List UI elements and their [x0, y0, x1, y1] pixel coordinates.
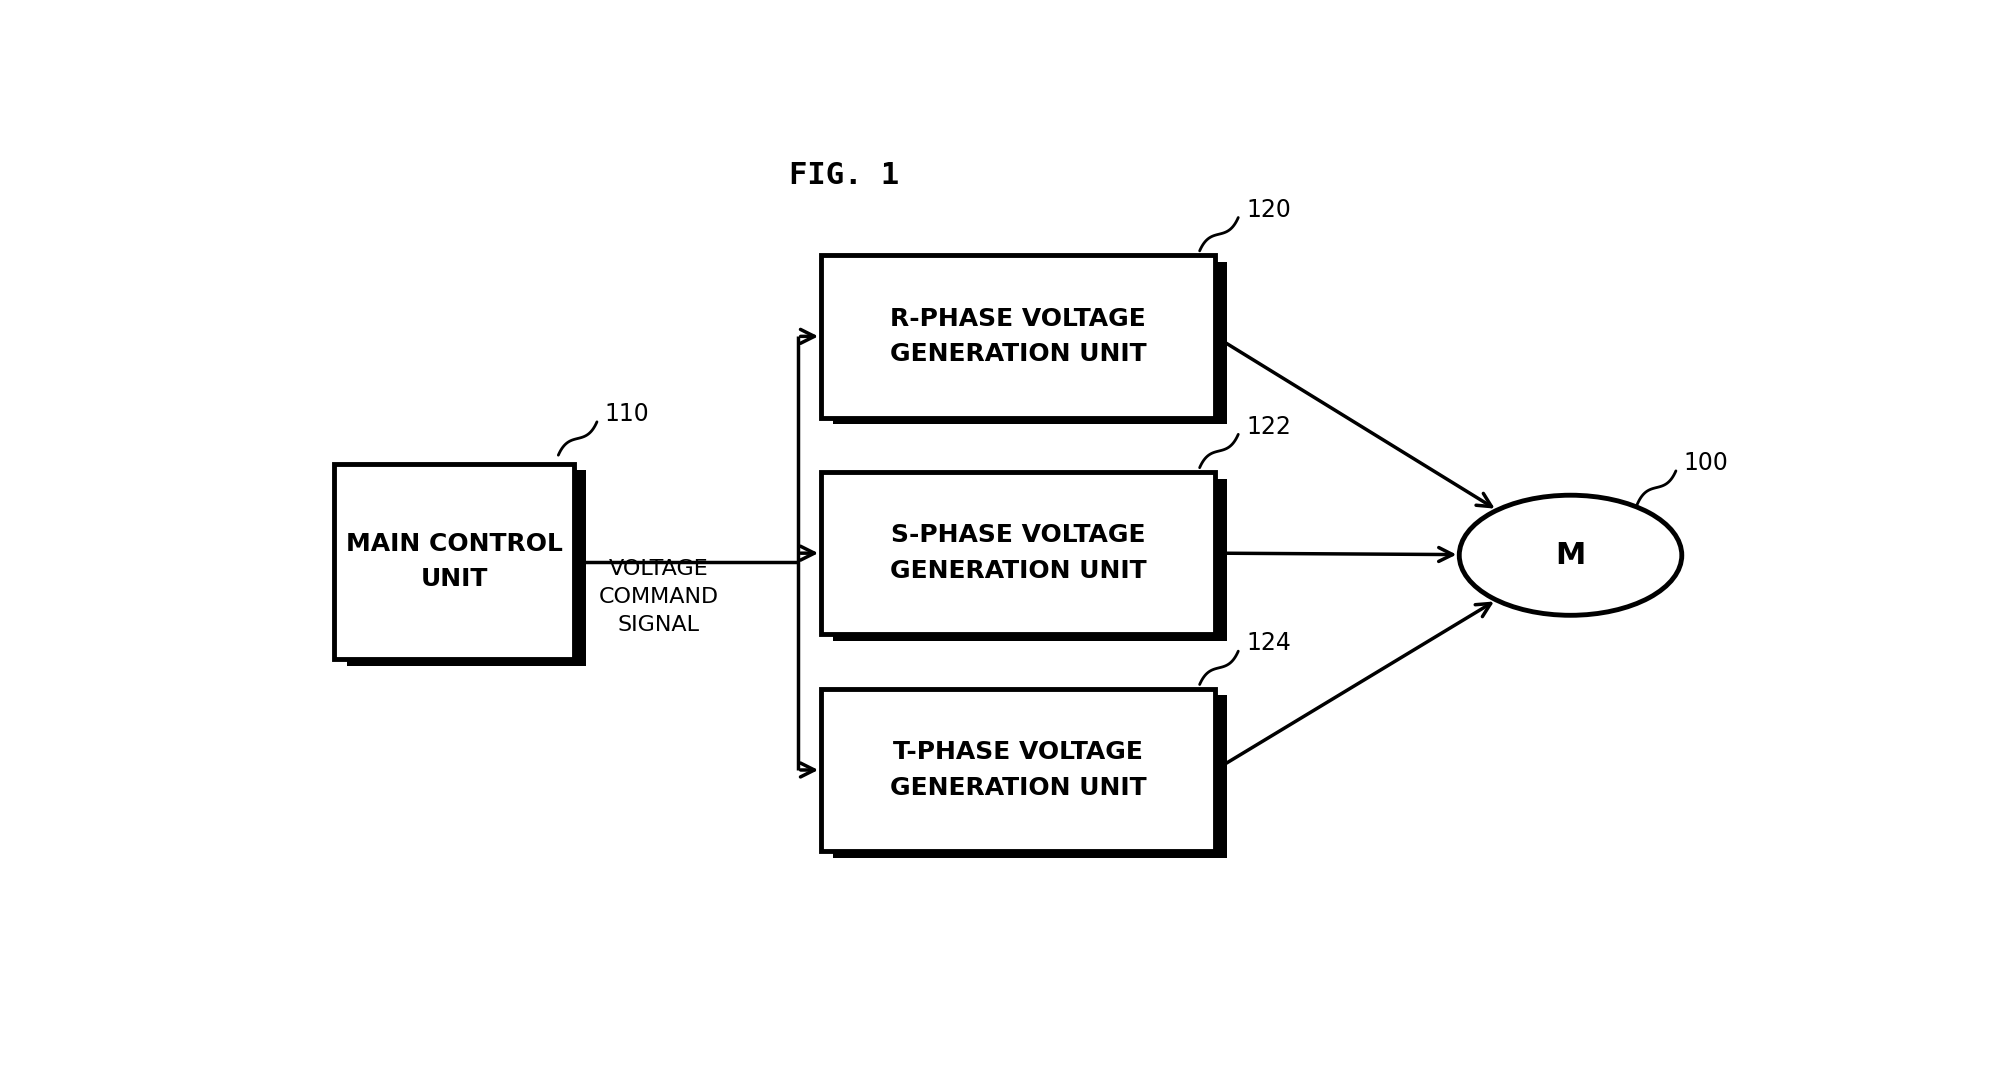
Text: 122: 122 [1246, 415, 1290, 439]
Bar [822, 689, 1214, 851]
Bar [347, 470, 586, 666]
Bar [833, 695, 1228, 858]
Bar [335, 464, 574, 660]
Bar [833, 479, 1228, 641]
Text: 124: 124 [1246, 631, 1290, 655]
Text: T-PHASE VOLTAGE
GENERATION UNIT: T-PHASE VOLTAGE GENERATION UNIT [889, 741, 1147, 799]
Text: M: M [1555, 540, 1585, 570]
Text: 100: 100 [1683, 451, 1729, 475]
Bar [822, 255, 1214, 418]
Text: S-PHASE VOLTAGE
GENERATION UNIT: S-PHASE VOLTAGE GENERATION UNIT [889, 523, 1147, 583]
Text: 110: 110 [604, 402, 650, 426]
Text: R-PHASE VOLTAGE
GENERATION UNIT: R-PHASE VOLTAGE GENERATION UNIT [889, 306, 1147, 366]
Text: VOLTAGE
COMMAND
SIGNAL: VOLTAGE COMMAND SIGNAL [598, 559, 718, 635]
Text: 120: 120 [1246, 198, 1290, 222]
Bar [822, 472, 1214, 635]
Text: MAIN CONTROL
UNIT: MAIN CONTROL UNIT [345, 532, 562, 591]
Text: FIG. 1: FIG. 1 [790, 161, 899, 191]
Bar [833, 262, 1228, 425]
Circle shape [1460, 495, 1681, 615]
